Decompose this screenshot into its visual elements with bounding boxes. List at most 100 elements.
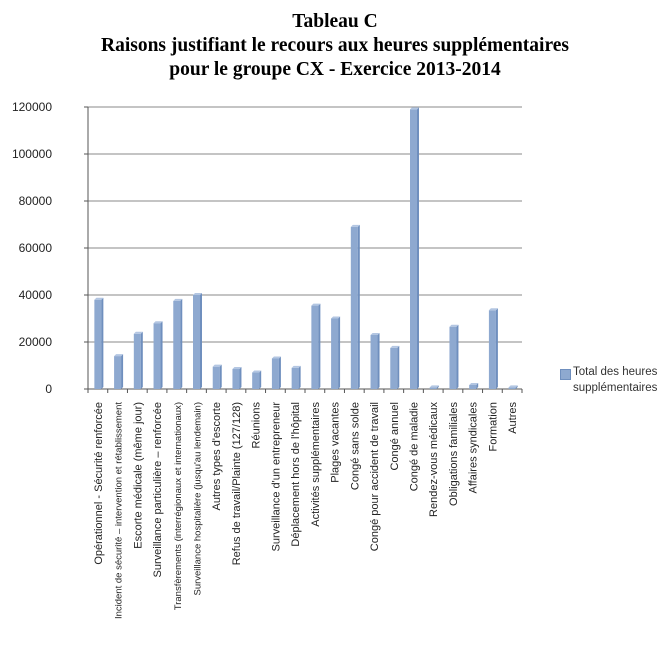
bar-side [357,224,360,389]
x-tick-label: Surveillance hospitalière (jusqu'au lend… [193,402,204,596]
x-tick-label: Refus de travail/Plainte (127/128) [231,402,243,565]
bar-top [252,370,262,373]
bar-side [338,316,341,389]
y-tick-label: 100000 [12,147,52,161]
bar-top [173,298,183,301]
x-tick-label: Surveillance particulière – renforcée [152,402,164,577]
title-line-3: pour le groupe CX - Exercice 2013-2014 [169,59,501,80]
bar-side [278,356,281,389]
x-tick-label: Incident de sécurité – intervention et r… [114,402,125,619]
x-tick-label: Congé de maladie [409,402,421,491]
x-tick-label: Autres [507,402,519,434]
bar-top [350,224,360,227]
bar [232,369,240,389]
x-tick-label: Congé annuel [389,402,401,471]
bar [350,226,358,389]
bar [449,326,457,389]
bar [133,333,141,389]
bar-top [114,354,124,357]
y-tick-label: 20000 [19,335,53,349]
x-tick-label: Plages vacantes [330,402,342,483]
x-tick-label: Obligations familiales [448,402,460,506]
chart-title: Tableau C Raisons justifiant le recours … [0,10,670,82]
x-tick-label: Opérationnel - Sécurité renforcée [93,402,105,565]
bar-side [180,298,183,389]
bar-side [259,370,262,389]
x-tick-label: Formation [487,402,499,452]
bar-top [212,364,222,367]
y-tick-label: 0 [45,382,52,396]
bar-side [140,331,143,389]
bar-top [488,308,498,311]
x-tick-label: Transfèrements (interrégionaux et intern… [173,402,184,610]
bar-side [456,324,459,389]
bar-side [298,365,301,389]
legend-swatch [560,369,571,380]
x-tick-label: Affaires syndicales [468,402,480,494]
x-tick-label: Congé sans solde [349,402,361,490]
bar-top [133,331,143,334]
bar-side [160,321,163,389]
x-tick-label: Surveillance d'un entrepreneur [270,402,282,552]
bar [410,109,417,389]
bar-top [232,367,242,370]
bar-top [429,385,439,388]
bar-top [271,356,281,359]
x-tick-label: Réunions [251,402,263,449]
bar-side [101,297,104,389]
bar [370,334,378,389]
bar [212,366,220,389]
x-tick-label: Congé pour accident de travail [369,402,381,551]
bar-side [219,364,222,389]
bar-side [476,383,479,389]
bar-top [153,321,163,324]
bar-side [436,385,439,389]
bar-side [239,367,242,389]
bar-side [200,293,202,389]
y-tick-label: 80000 [19,194,53,208]
bar [488,310,496,389]
bar [508,387,516,389]
bar-side [121,354,124,389]
x-tick-label: Autres types d'escorte [211,402,223,511]
y-tick-label: 120000 [12,100,52,114]
bar-side [495,308,498,389]
x-tick-label: Activités supplémentaires [310,402,322,527]
bar [469,385,477,389]
bar [114,356,122,389]
bar [429,387,437,389]
bar-side [318,303,321,389]
legend-label: Total des heures supplémentaires [573,366,658,394]
bar [94,299,102,389]
bar [252,372,260,389]
bar-top [390,345,400,348]
bar [291,367,299,389]
bar [173,300,181,389]
x-tick-label: Escorte médicale (même jour) [132,402,144,549]
bar-top [469,383,479,386]
bar [193,295,200,389]
bar-side [397,345,400,389]
bar-top [370,332,380,335]
bar [311,305,319,389]
bar-top [449,324,459,327]
bar-top [410,107,419,110]
y-tick-label: 60000 [19,241,53,255]
y-tick-label: 40000 [19,288,53,302]
bar-side [515,385,518,389]
bar [271,358,279,389]
title-line-2: Raisons justifiant le recours aux heures… [100,35,570,56]
bar-top [291,365,301,368]
x-tick-label: Déplacement hors de l'hôpital [290,402,302,547]
bar-top [193,293,202,295]
bar-top [94,297,104,300]
x-tick-label: Rendez-vous médicaux [428,402,440,517]
title-line-1: Tableau C [292,11,378,32]
bar-top [331,316,341,319]
bar-side [417,107,419,389]
bar-top [311,303,321,306]
bar [153,323,161,389]
bar [390,347,398,389]
bar [331,318,339,389]
